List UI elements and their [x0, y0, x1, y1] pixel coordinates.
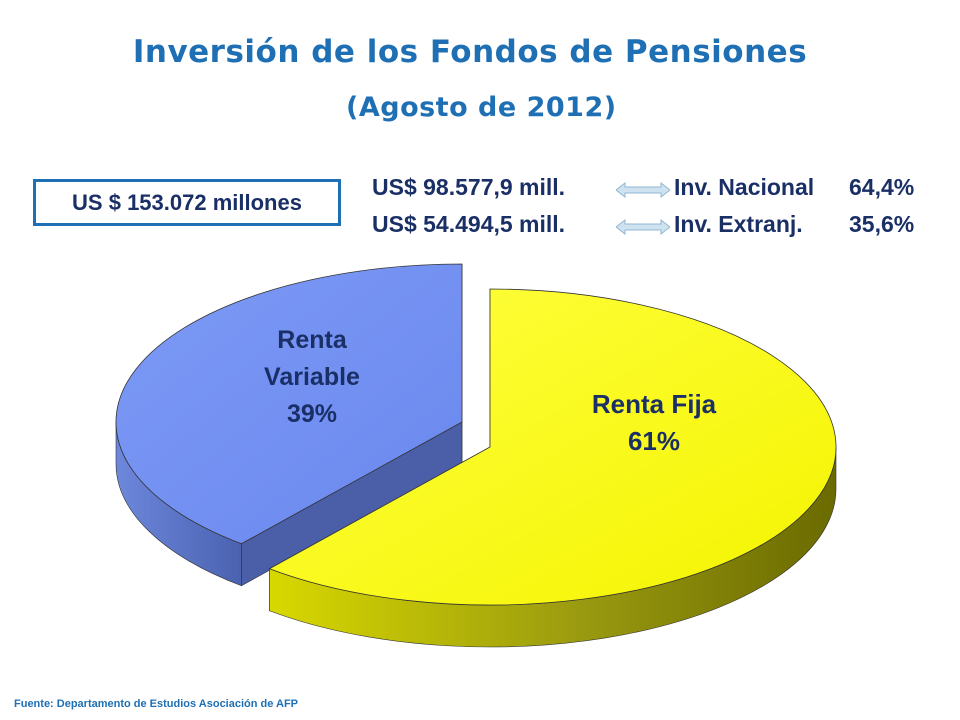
label-nacional: Inv. Nacional [674, 174, 815, 200]
slice-label-variable-name-2: Variable [264, 363, 360, 391]
source-note: Fuente: Departamento de Estudios Asociac… [14, 698, 299, 710]
double-arrow-icon [616, 219, 670, 235]
total-amount: US $ 153.072 millones [72, 189, 302, 215]
amount-nacional: US$ 98.577,9 mill. [372, 174, 566, 200]
slice-label-variable-value: 39% [287, 400, 337, 428]
slice-label-variable-name-1: Renta [277, 326, 348, 354]
double-arrow-icon [616, 182, 670, 198]
slice-renta-variable-top [115, 263, 463, 545]
slice-label-fija-value: 61% [628, 426, 680, 456]
label-extranj: Inv. Extranj. [674, 211, 803, 237]
total-box: US $ 153.072 millones [33, 179, 341, 226]
slice-renta-fija-top [268, 288, 837, 606]
page-subtitle: (Agosto de 2012) [346, 92, 617, 123]
slice-label-fija-name: Renta Fija [592, 389, 717, 419]
slice-renta-variable [115, 263, 463, 587]
pct-nacional: 64,4% [849, 174, 915, 200]
amount-extranj: US$ 54.494,5 mill. [372, 211, 566, 237]
page-title: Inversión de los Fondos de Pensiones [132, 34, 808, 70]
pct-extranj: 35,6% [849, 211, 915, 237]
slice-renta-fija [268, 288, 837, 648]
